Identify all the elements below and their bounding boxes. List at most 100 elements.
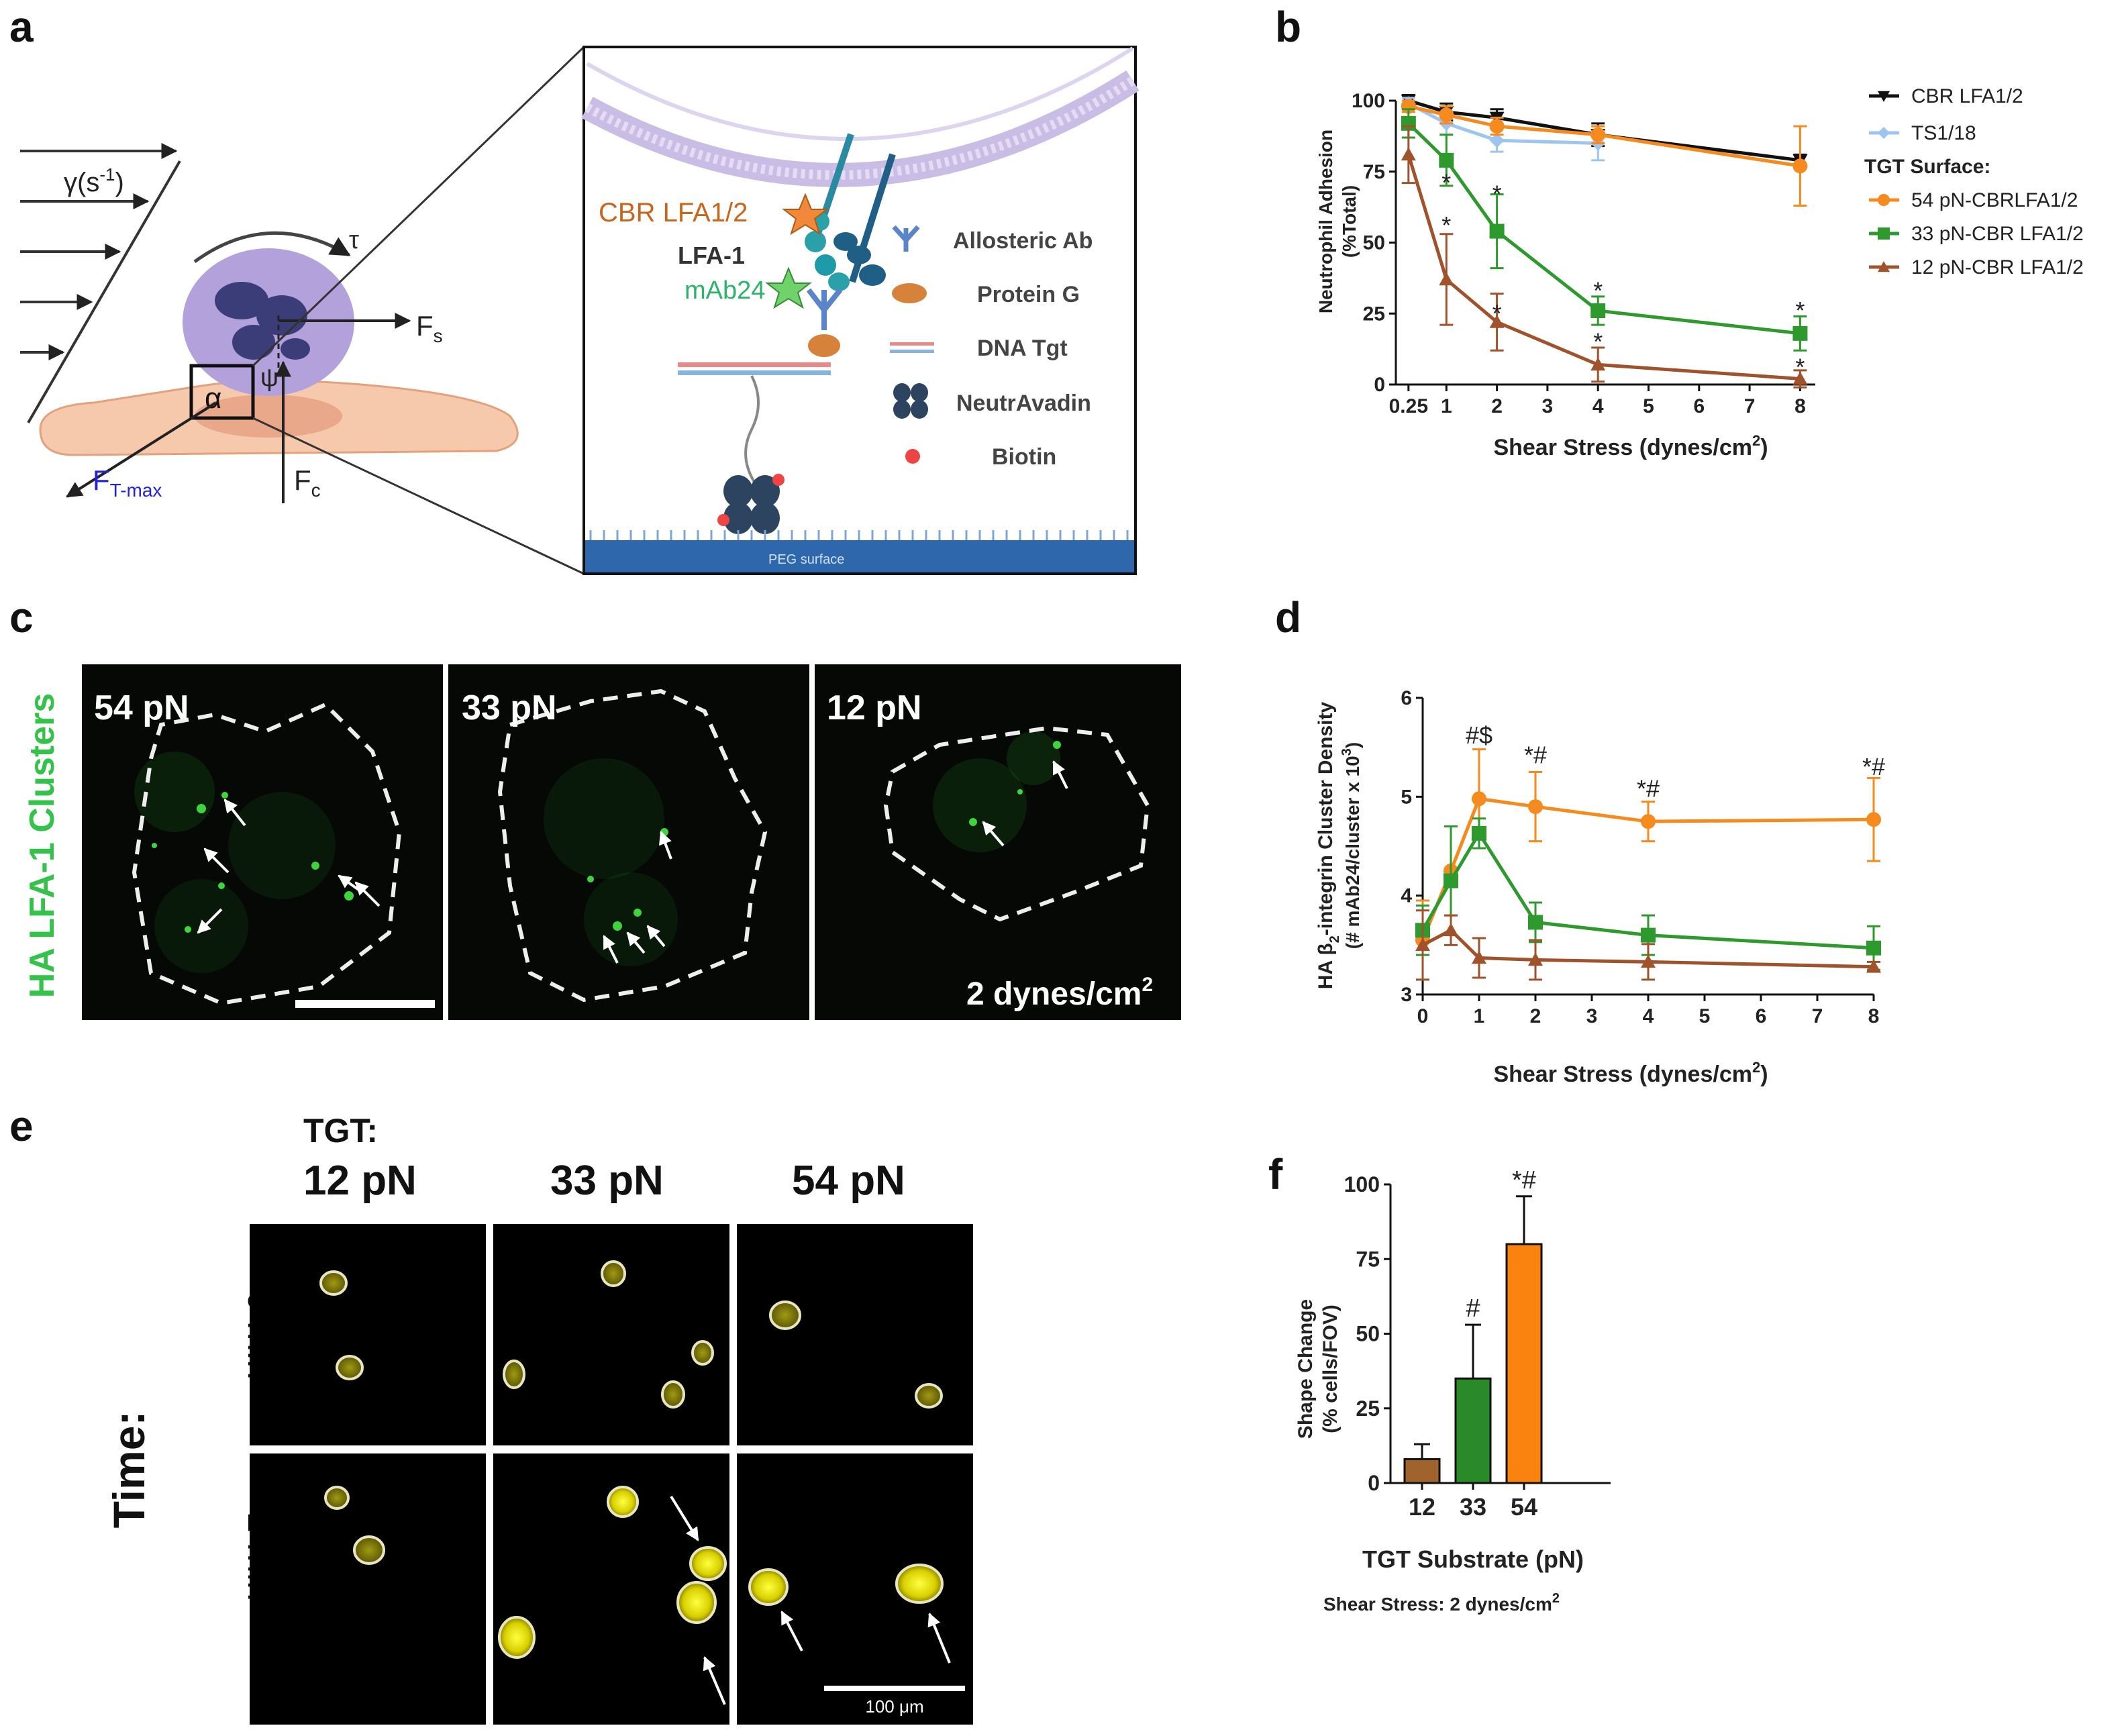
chart-f-footnote: Shear Stress: 2 dynes/cm2 xyxy=(1323,1591,1560,1615)
cell-outline-54pn xyxy=(132,702,402,1006)
data-point xyxy=(1590,127,1606,142)
legend-marker xyxy=(1878,91,1890,102)
significance-mark: * xyxy=(1441,169,1451,197)
x-tick-label: 2 xyxy=(1491,395,1503,417)
chart-d-cluster-density: HA β2-integrin Cluster Density (# mAb24/… xyxy=(1315,687,1885,1087)
tgt-header: TGT: xyxy=(303,1112,378,1150)
data-point xyxy=(1792,325,1808,341)
tile-12pn-0min xyxy=(250,1224,486,1445)
significance-mark: #$ xyxy=(1466,721,1492,749)
y-tick-label: 100 xyxy=(1352,90,1385,112)
legend-protein-g-icon xyxy=(892,283,927,303)
data-point xyxy=(1472,825,1486,841)
x-tick-label: 1 xyxy=(1474,1005,1485,1027)
significance-mark: *# xyxy=(1512,1166,1536,1194)
shear-note: 2 dynes/cm2 xyxy=(966,974,1153,1012)
y-tick-label: 25 xyxy=(1363,303,1385,325)
data-point xyxy=(1641,954,1656,968)
panel-label-f: f xyxy=(1268,1150,1283,1198)
x-tick-label: 3 xyxy=(1586,1005,1598,1027)
zoom-line-bottom xyxy=(252,417,585,575)
legend-allosteric-ab: Allosteric Ab xyxy=(953,228,1093,254)
panel-label-c: c xyxy=(9,593,34,642)
y-tick-label: 25 xyxy=(1356,1396,1380,1421)
x-tick-label: 5 xyxy=(1643,395,1654,417)
shear-rate-label: γ(s-1) xyxy=(64,164,124,197)
panel-a-molecular-inset: CBR LFA1/2 LFA-1 mAb24 PEG surface Allos… xyxy=(581,46,1140,575)
cell-membrane-inner xyxy=(585,76,1135,180)
chart-d-ylabel: HA β2-integrin Cluster Density xyxy=(1315,701,1342,989)
torque-label: τ xyxy=(349,226,359,254)
x-tick-label: 2 xyxy=(1530,1005,1541,1027)
ft-label: FT-max xyxy=(93,464,162,501)
data-point xyxy=(1641,814,1656,829)
x-tick-label: 3 xyxy=(1542,395,1554,417)
data-point xyxy=(1472,791,1486,807)
lfa1-cluster-dots xyxy=(152,741,1061,933)
panel-c-microscopy: HA LFA-1 Clusters xyxy=(23,664,1181,1020)
data-point xyxy=(1866,812,1881,827)
x-tick-label: 7 xyxy=(1744,395,1756,417)
y-tick-label: 5 xyxy=(1401,786,1412,808)
flow-profile-line xyxy=(27,160,181,424)
x-tick-label: 0 xyxy=(1417,1005,1429,1027)
data-point xyxy=(1641,927,1656,943)
legend-label: TS1/18 xyxy=(1911,122,1976,144)
x-tick-label: 8 xyxy=(1794,395,1806,417)
legend-dna-icon xyxy=(890,342,934,346)
data-point xyxy=(1489,133,1505,148)
data-point xyxy=(1489,119,1505,134)
col-header-54pn: 54 pN xyxy=(792,1158,905,1204)
cluster-arrows xyxy=(197,760,1068,964)
flow-arrows xyxy=(20,143,178,360)
torque-arrow xyxy=(193,231,351,264)
data-point xyxy=(1590,357,1606,371)
legend-ab-icon xyxy=(892,225,920,252)
data-point xyxy=(1415,937,1430,952)
x-tick-label: 6 xyxy=(1693,395,1705,417)
data-point xyxy=(1439,107,1454,123)
protein-g xyxy=(808,334,840,357)
chart-b-adhesion: Neutrophil Adhesion (%Total) Shear Stres… xyxy=(1315,85,2084,460)
y-tick-label: 50 xyxy=(1356,1322,1380,1346)
tile-54pn-0min xyxy=(737,1224,973,1445)
panel-c-side-label: HA LFA-1 Clusters xyxy=(23,693,62,999)
significance-mark: * xyxy=(1593,276,1603,304)
legend-marker xyxy=(1878,261,1890,272)
chart-d-ylabel2: (# mAb24/cluster x 103) xyxy=(1339,742,1363,949)
fs-label: Fs xyxy=(416,310,443,346)
data-point xyxy=(1472,950,1486,964)
chart-b-xlabel: Shear Stress (dynes/cm2) xyxy=(1493,432,1768,460)
significance-mark: *# xyxy=(1524,741,1547,768)
legend-neutravidin: NeutrAvadin xyxy=(956,391,1091,416)
data-point xyxy=(1792,371,1808,385)
y-tick-label: 0 xyxy=(1368,1471,1380,1495)
image-12pn xyxy=(815,664,1181,1020)
y-tick-label: 3 xyxy=(1401,984,1412,1006)
y-tick-label: 75 xyxy=(1363,161,1385,183)
chart-b-legend-header: TGT Surface: xyxy=(1864,156,1990,178)
x-tick-label: 7 xyxy=(1812,1005,1823,1027)
data-point xyxy=(1528,915,1543,930)
data-point xyxy=(1439,272,1454,286)
significance-mark: * xyxy=(1795,354,1805,381)
legend-label: CBR LFA1/2 xyxy=(1911,85,2023,107)
fc-label: Fc xyxy=(294,464,321,501)
legend-label: 33 pN-CBR LFA1/2 xyxy=(1911,223,2084,245)
bar xyxy=(1505,1243,1543,1484)
neutrophil-cells xyxy=(319,1260,944,1659)
data-point xyxy=(1401,147,1416,161)
legend-marker xyxy=(1878,194,1890,206)
chart-f-xlabel: TGT Substrate (pN) xyxy=(1362,1545,1584,1573)
panel-e-timelapse: TGT: 12 pN 33 pN 54 pN Time: 0 min 2 min xyxy=(104,1112,973,1725)
x-tick-label: 4 xyxy=(1592,395,1604,417)
image-33pn xyxy=(448,664,809,1020)
series-line xyxy=(1407,102,1599,145)
x-tick-label: 0.25 xyxy=(1389,395,1428,417)
bar xyxy=(1403,1458,1441,1484)
chart-f-shape-change: Shape Change (% cells/FOV) TGT Substrate… xyxy=(1295,1166,1611,1615)
image-label-33pn: 33 pN xyxy=(462,688,557,727)
legend-marker xyxy=(1878,227,1890,240)
time-label: Time: xyxy=(104,1411,154,1529)
